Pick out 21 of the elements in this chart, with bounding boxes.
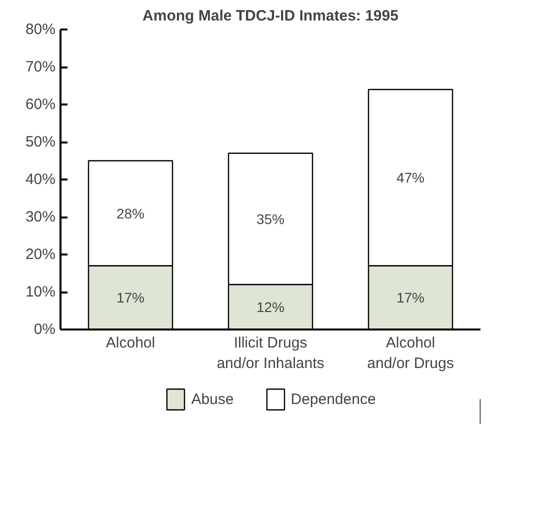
legend-label: Dependence (290, 390, 376, 408)
data-label: 35% (256, 210, 285, 227)
x-tick-label: Alcohol and/or Drugs (367, 334, 454, 372)
y-tick-label: 70% (25, 58, 56, 76)
data-label: 28% (116, 205, 145, 222)
y-tick-label: 40% (25, 171, 56, 188)
chart-title: Among Male TDCJ-ID Inmates: 1995 (142, 8, 398, 24)
data-label: 17% (396, 290, 425, 306)
data-label: 17% (116, 290, 145, 306)
legend-label: Abuse (191, 390, 234, 408)
y-tick-label: 60% (25, 96, 56, 113)
data-label: 12% (256, 299, 285, 315)
x-tick-label: Alcohol (106, 334, 156, 352)
data-label: 47% (396, 170, 425, 186)
y-tick-label: 20% (25, 246, 56, 263)
x-tick-label: Illicit Drugs and/or Inhalants (216, 334, 324, 372)
y-tick-label: 30% (25, 208, 56, 226)
y-tick-label: 80% (25, 21, 56, 38)
y-tick-label: 10% (25, 284, 56, 300)
y-tick-label: 0% (34, 321, 56, 338)
y-tick-label: 50% (25, 134, 56, 150)
